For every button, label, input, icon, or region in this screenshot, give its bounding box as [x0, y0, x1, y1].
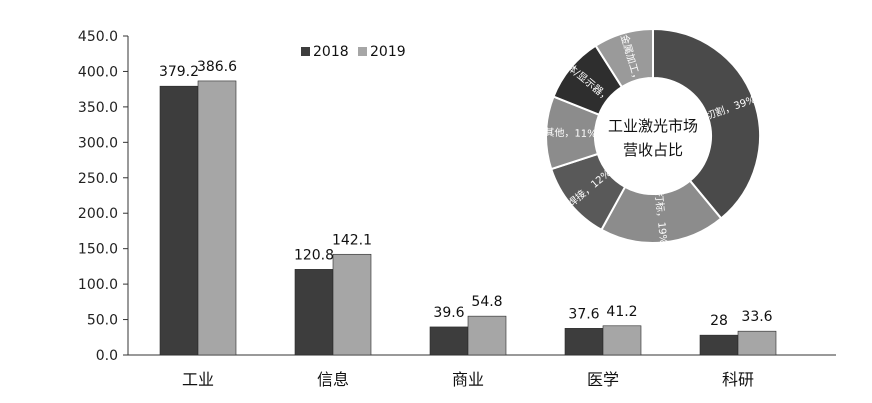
- category-label: 科研: [722, 370, 754, 389]
- data-label-2019: 142.1: [332, 232, 372, 248]
- bar-2018: [699, 334, 739, 356]
- legend-label-2019: 2019: [370, 44, 406, 60]
- bar-2019: [602, 325, 642, 356]
- category-labels: 工业 信息 商业 医学 科研: [182, 370, 754, 389]
- y-tick-label: 100.0: [78, 277, 118, 293]
- bar-2018: [564, 328, 604, 356]
- bar-series: [159, 80, 777, 356]
- donut-title-line-2: 营收占比: [623, 141, 683, 159]
- donut-slice: [652, 27, 761, 220]
- y-tick-label: 50.0: [87, 313, 118, 329]
- bar-2018: [159, 85, 199, 356]
- bar-2018: [294, 269, 334, 356]
- y-tick-label: 250.0: [78, 171, 118, 187]
- y-tick-label: 0.0: [96, 348, 118, 364]
- bar-2019: [737, 330, 777, 356]
- category-label: 工业: [182, 370, 214, 389]
- donut-slices: [545, 27, 761, 244]
- data-label-2019: 54.8: [471, 294, 502, 310]
- y-axis: 0.0 50.0 100.0 150.0 200.0 250.0 300.0 350.0 400…: [78, 29, 129, 364]
- y-tick-label: 350.0: [78, 100, 118, 116]
- data-label-2018: 379.2: [159, 64, 199, 80]
- legend-swatch-2018: [301, 47, 310, 56]
- legend-label-2018: 2018: [313, 44, 349, 60]
- legend: 2018 2019: [301, 44, 406, 60]
- donut-title-line-1: 工业激光市场: [608, 117, 698, 135]
- bar-2019: [197, 80, 237, 356]
- y-tick-label: 400.0: [78, 64, 118, 80]
- category-label: 医学: [587, 370, 619, 389]
- category-label: 信息: [317, 370, 349, 389]
- data-label-2018: 39.6: [433, 305, 464, 321]
- data-label-2018: 120.8: [294, 247, 334, 263]
- y-tick-label: 450.0: [78, 29, 118, 45]
- donut-chart: 切割，39%打标，19%焊接，12%其他，11%半导体/显示器，10%精密金属加…: [544, 14, 761, 245]
- bar-chart: 0.0 50.0 100.0 150.0 200.0 250.0 300.0 350.0 400…: [78, 29, 836, 389]
- legend-swatch-2019: [358, 47, 367, 56]
- y-tick-label: 300.0: [78, 135, 118, 151]
- bar-2019: [467, 315, 507, 356]
- data-label-2018: 37.6: [568, 306, 599, 322]
- data-label-2019: 41.2: [606, 304, 637, 320]
- donut-slice: [594, 27, 654, 89]
- bar-2019: [332, 253, 372, 356]
- data-label-2019: 33.6: [741, 309, 772, 325]
- y-tick-label: 150.0: [78, 242, 118, 258]
- category-label: 商业: [452, 370, 484, 389]
- data-label-2019: 386.6: [197, 59, 237, 75]
- data-label-2018: 28: [710, 313, 728, 329]
- bar-2018: [429, 326, 469, 356]
- y-tick-label: 200.0: [78, 206, 118, 222]
- donut-slice-label: 其他，11%: [544, 126, 597, 141]
- y-tick-labels: 0.0 50.0 100.0 150.0 200.0 250.0 300.0 350.0 400…: [78, 29, 128, 364]
